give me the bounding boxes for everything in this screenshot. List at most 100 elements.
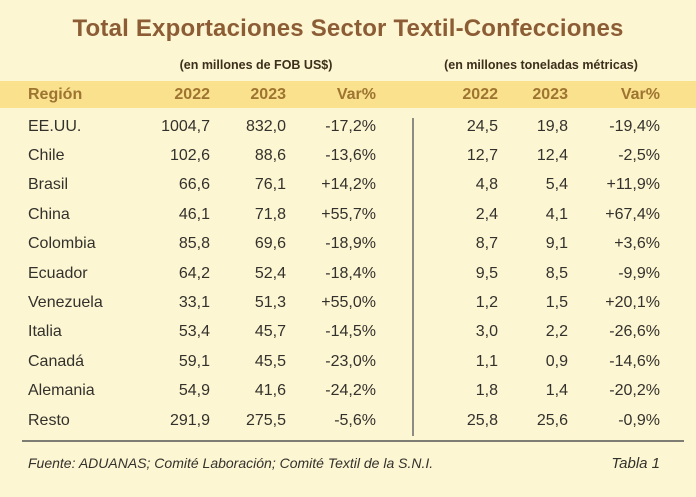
region-cell: Canadá: [28, 352, 85, 370]
fob-2022-value-cell: 59,1: [178, 352, 210, 370]
region-cell: Resto: [28, 411, 70, 429]
fob-2022-value-cell: 33,1: [178, 294, 210, 312]
ton-2023-value-cell: 12,4: [536, 147, 568, 165]
ton-2023-value-cell: 1,5: [545, 294, 568, 312]
ton-2023-value-cell: 0,9: [545, 352, 568, 370]
table-row: Canadá 59,1 45,5 -23,0% 1,1 0,9 -14,6%: [0, 347, 696, 376]
fob-var-value-cell: -17,2%: [325, 117, 376, 135]
ton-var-value-cell: -19,4%: [609, 117, 660, 135]
ton-var-value-cell: +20,1%: [605, 294, 660, 312]
fob-2023-value-cell: 76,1: [254, 176, 286, 194]
fob-var-value-cell: -18,4%: [325, 264, 376, 282]
region-cell: China: [28, 205, 70, 223]
fob-2022-value-cell: 66,6: [178, 176, 210, 194]
ton-2023-value-cell: 19,8: [536, 117, 568, 135]
ton-2023-value-cell: 9,1: [545, 235, 568, 253]
fob-2022-value-cell: 291,9: [169, 411, 210, 429]
ton-2022-value-cell: 12,7: [466, 147, 498, 165]
fob-2023-column-header: 2023: [250, 85, 286, 103]
table-row: Brasil 66,6 76,1 +14,2% 4,8 5,4 +11,9%: [0, 171, 696, 200]
ton-2022-value-cell: 3,0: [475, 323, 498, 341]
table-number-label: Tabla 1: [611, 455, 660, 473]
region-cell: Chile: [28, 147, 65, 165]
fob-var-value-cell: -24,2%: [325, 382, 376, 400]
ton-var-value-cell: +3,6%: [614, 235, 660, 253]
ton-var-column-header: Var%: [620, 85, 660, 103]
region-cell: Brasil: [28, 176, 69, 194]
ton-var-value-cell: -20,2%: [609, 382, 660, 400]
ton-2022-value-cell: 4,8: [475, 176, 498, 194]
figure-footer: Fuente: ADUANAS; Comité Laboración; Comi…: [0, 455, 696, 472]
table-bottom-rule: [22, 440, 684, 443]
ton-2022-value-cell: 1,8: [475, 382, 498, 400]
fob-2023-value-cell: 88,6: [254, 147, 286, 165]
fob-var-value-cell: -14,5%: [325, 323, 376, 341]
ton-2022-value-cell: 25,8: [466, 411, 498, 429]
fob-2022-column-header: 2022: [174, 85, 210, 103]
fob-2022-value-cell: 46,1: [178, 205, 210, 223]
table-header-row: Región 2022 2023 Var% 2022 2023 Var%: [0, 81, 696, 108]
table-row: Colombia 85,8 69,6 -18,9% 8,7 9,1 +3,6%: [0, 230, 696, 259]
region-cell: Venezuela: [28, 294, 103, 312]
region-cell: Colombia: [28, 235, 96, 253]
ton-2022-value-cell: 8,7: [475, 235, 498, 253]
fob-2022-value-cell: 53,4: [178, 323, 210, 341]
fob-2023-value-cell: 69,6: [254, 235, 286, 253]
right-units-subtitle: (en millones toneladas métricas): [444, 58, 638, 72]
fob-var-value-cell: +14,2%: [321, 176, 376, 194]
ton-2022-value-cell: 1,2: [475, 294, 498, 312]
table-row: Italia 53,4 45,7 -14,5% 3,0 2,2 -26,6%: [0, 318, 696, 347]
table-row: Alemania 54,9 41,6 -24,2% 1,8 1,4 -20,2%: [0, 377, 696, 406]
ton-var-value-cell: +11,9%: [606, 176, 660, 194]
ton-var-value-cell: -26,6%: [609, 323, 660, 341]
ton-2023-value-cell: 8,5: [545, 264, 568, 282]
fob-2022-value-cell: 1004,7: [161, 117, 210, 135]
fob-var-value-cell: -23,0%: [325, 352, 376, 370]
fob-2023-value-cell: 45,5: [254, 352, 286, 370]
ton-2023-value-cell: 2,2: [545, 323, 568, 341]
fob-var-value-cell: -13,6%: [325, 147, 376, 165]
region-cell: Alemania: [28, 382, 95, 400]
table-row: Resto 291,9 275,5 -5,6% 25,8 25,6 -0,9%: [0, 406, 696, 435]
fob-2023-value-cell: 52,4: [254, 264, 286, 282]
ton-2022-value-cell: 9,5: [475, 264, 498, 282]
fob-var-value-cell: -18,9%: [325, 235, 376, 253]
ton-2023-value-cell: 5,4: [545, 176, 568, 194]
ton-var-value-cell: -2,5%: [618, 147, 660, 165]
fob-var-column-header: Var%: [336, 85, 376, 103]
fob-2023-value-cell: 45,7: [254, 323, 286, 341]
fob-2023-value-cell: 51,3: [254, 294, 286, 312]
table-row: China 46,1 71,8 +55,7% 2,4 4,1 +67,4%: [0, 200, 696, 229]
fob-2022-value-cell: 54,9: [178, 382, 210, 400]
region-column-header: Región: [28, 85, 83, 103]
ton-2022-value-cell: 24,5: [466, 117, 498, 135]
units-subtitle-row: (en millones de FOB US$) (en millones to…: [0, 58, 696, 76]
region-cell: Italia: [28, 323, 62, 341]
fob-2023-value-cell: 41,6: [254, 382, 286, 400]
fob-2022-value-cell: 102,6: [169, 147, 210, 165]
source-note: Fuente: ADUANAS; Comité Laboración; Comi…: [28, 455, 434, 472]
ton-2023-column-header: 2023: [532, 85, 568, 103]
table-row: Venezuela 33,1 51,3 +55,0% 1,2 1,5 +20,1…: [0, 288, 696, 317]
fob-var-value-cell: -5,6%: [334, 411, 376, 429]
table-body: EE.UU. 1004,7 832,0 -17,2% 24,5 19,8 -19…: [0, 108, 696, 435]
ton-2022-value-cell: 2,4: [475, 205, 498, 223]
fob-2023-value-cell: 71,8: [254, 205, 286, 223]
region-cell: Ecuador: [28, 264, 88, 282]
ton-var-value-cell: -0,9%: [618, 411, 660, 429]
ton-var-value-cell: +67,4%: [605, 205, 660, 223]
table-row: Ecuador 64,2 52,4 -18,4% 9,5 8,5 -9,9%: [0, 259, 696, 288]
fob-var-value-cell: +55,7%: [321, 205, 376, 223]
left-units-subtitle: (en millones de FOB US$): [179, 58, 333, 72]
ton-2022-column-header: 2022: [462, 85, 498, 103]
table-row: EE.UU. 1004,7 832,0 -17,2% 24,5 19,8 -19…: [0, 112, 696, 141]
ton-var-value-cell: -14,6%: [609, 352, 660, 370]
ton-2022-value-cell: 1,1: [475, 352, 498, 370]
region-cell: EE.UU.: [28, 117, 82, 135]
fob-var-value-cell: +55,0%: [321, 294, 376, 312]
fob-2022-value-cell: 85,8: [178, 235, 210, 253]
ton-2023-value-cell: 1,4: [545, 382, 568, 400]
ton-2023-value-cell: 4,1: [545, 205, 568, 223]
fob-2023-value-cell: 832,0: [245, 117, 286, 135]
